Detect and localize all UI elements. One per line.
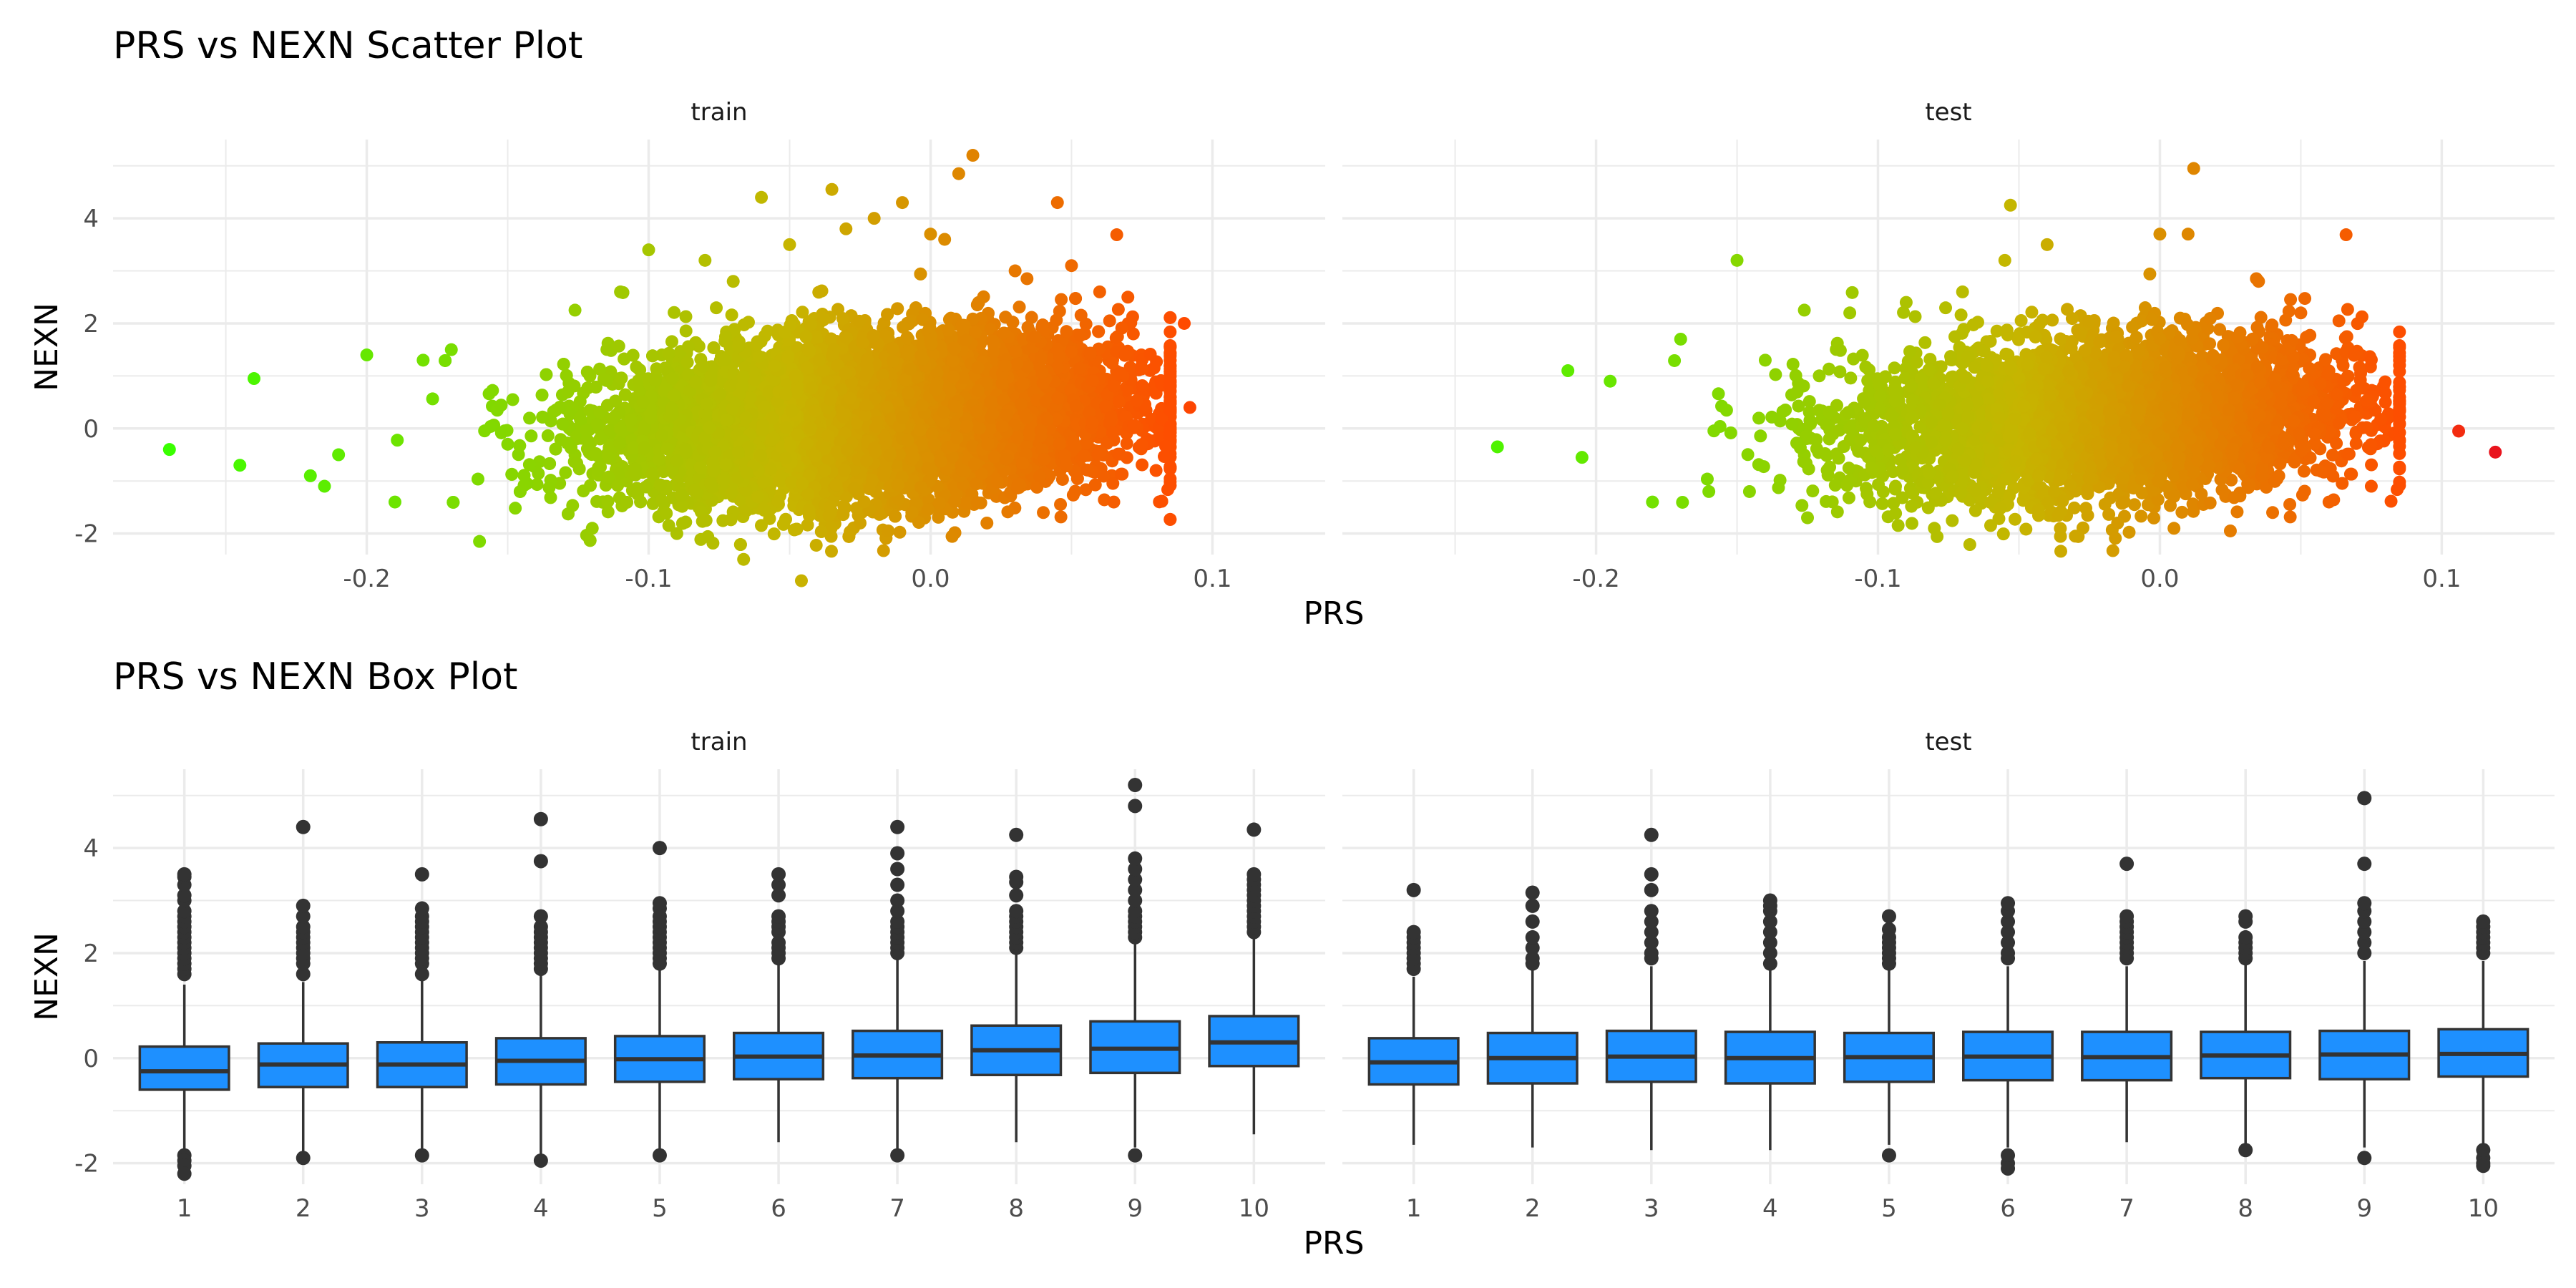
scatter-point [710, 301, 723, 315]
scatter-point [525, 429, 538, 443]
scatter-point [1013, 301, 1026, 314]
scatter-point [725, 308, 738, 322]
scatter-point [767, 527, 781, 541]
scatter-point [1020, 272, 1034, 286]
scatter-point [893, 525, 907, 539]
scatter-point [535, 389, 549, 402]
scatter-point [794, 574, 808, 587]
scatter-point [559, 466, 572, 479]
scatter-point [665, 335, 678, 348]
scatter-point [1103, 314, 1116, 328]
scatter-point [391, 434, 404, 447]
scatter-point [877, 544, 890, 557]
scatter-point [679, 324, 693, 338]
scatter-point [541, 429, 555, 442]
scatter-point [1074, 308, 1088, 322]
scatter-point [1163, 325, 1177, 338]
scatter-point [809, 538, 823, 552]
scatter-point [824, 545, 838, 558]
scatter-cloud-train [391, 228, 1177, 587]
panel-strip-label: train [691, 98, 747, 127]
scatter-point [1126, 327, 1140, 341]
scatter-point [1001, 505, 1015, 519]
scatter-point [506, 393, 519, 406]
box-title: PRS vs NEXN Box Plot [113, 655, 518, 698]
scatter-point [679, 310, 693, 323]
scatter-point [509, 502, 522, 515]
scatter-point [737, 552, 751, 566]
scatter-point [1147, 361, 1161, 375]
scatter-point [1074, 328, 1088, 342]
scatter-title: PRS vs NEXN Scatter Plot [113, 24, 583, 67]
scatter-point [426, 392, 439, 406]
scatter-point [1136, 458, 1149, 472]
